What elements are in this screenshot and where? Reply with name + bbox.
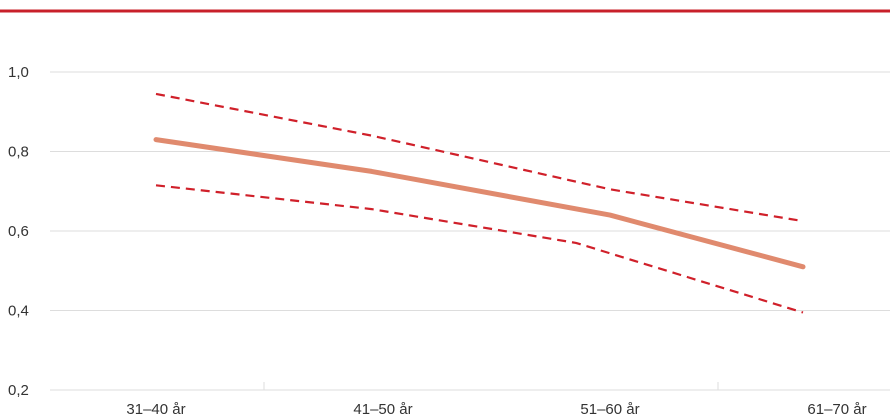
x-tick-label: 51–60 år	[580, 401, 639, 418]
y-tick-label: 1,0	[8, 64, 29, 81]
y-tick-label: 0,2	[8, 382, 29, 399]
series-lines	[153, 92, 806, 314]
x-category-ticks	[263, 382, 719, 390]
series-line-upper-bound	[155, 92, 804, 223]
x-tick-label: 61–70 år	[807, 401, 866, 418]
y-tick-label: 0,6	[8, 223, 29, 240]
y-axis-labels: 0,2 0,4 0,6 0,8 1,0	[8, 64, 29, 399]
series-line-lower-bound	[155, 184, 804, 314]
x-axis-labels: 31–40 år 41–50 år 51–60 år 61–70 år	[126, 401, 866, 418]
grid-lines	[50, 71, 890, 391]
series-line-estimate	[153, 137, 806, 270]
x-tick-label: 31–40 år	[126, 401, 185, 418]
x-tick-label: 41–50 år	[353, 401, 412, 418]
y-tick-label: 0,4	[8, 303, 29, 320]
y-tick-label: 0,8	[8, 144, 29, 161]
